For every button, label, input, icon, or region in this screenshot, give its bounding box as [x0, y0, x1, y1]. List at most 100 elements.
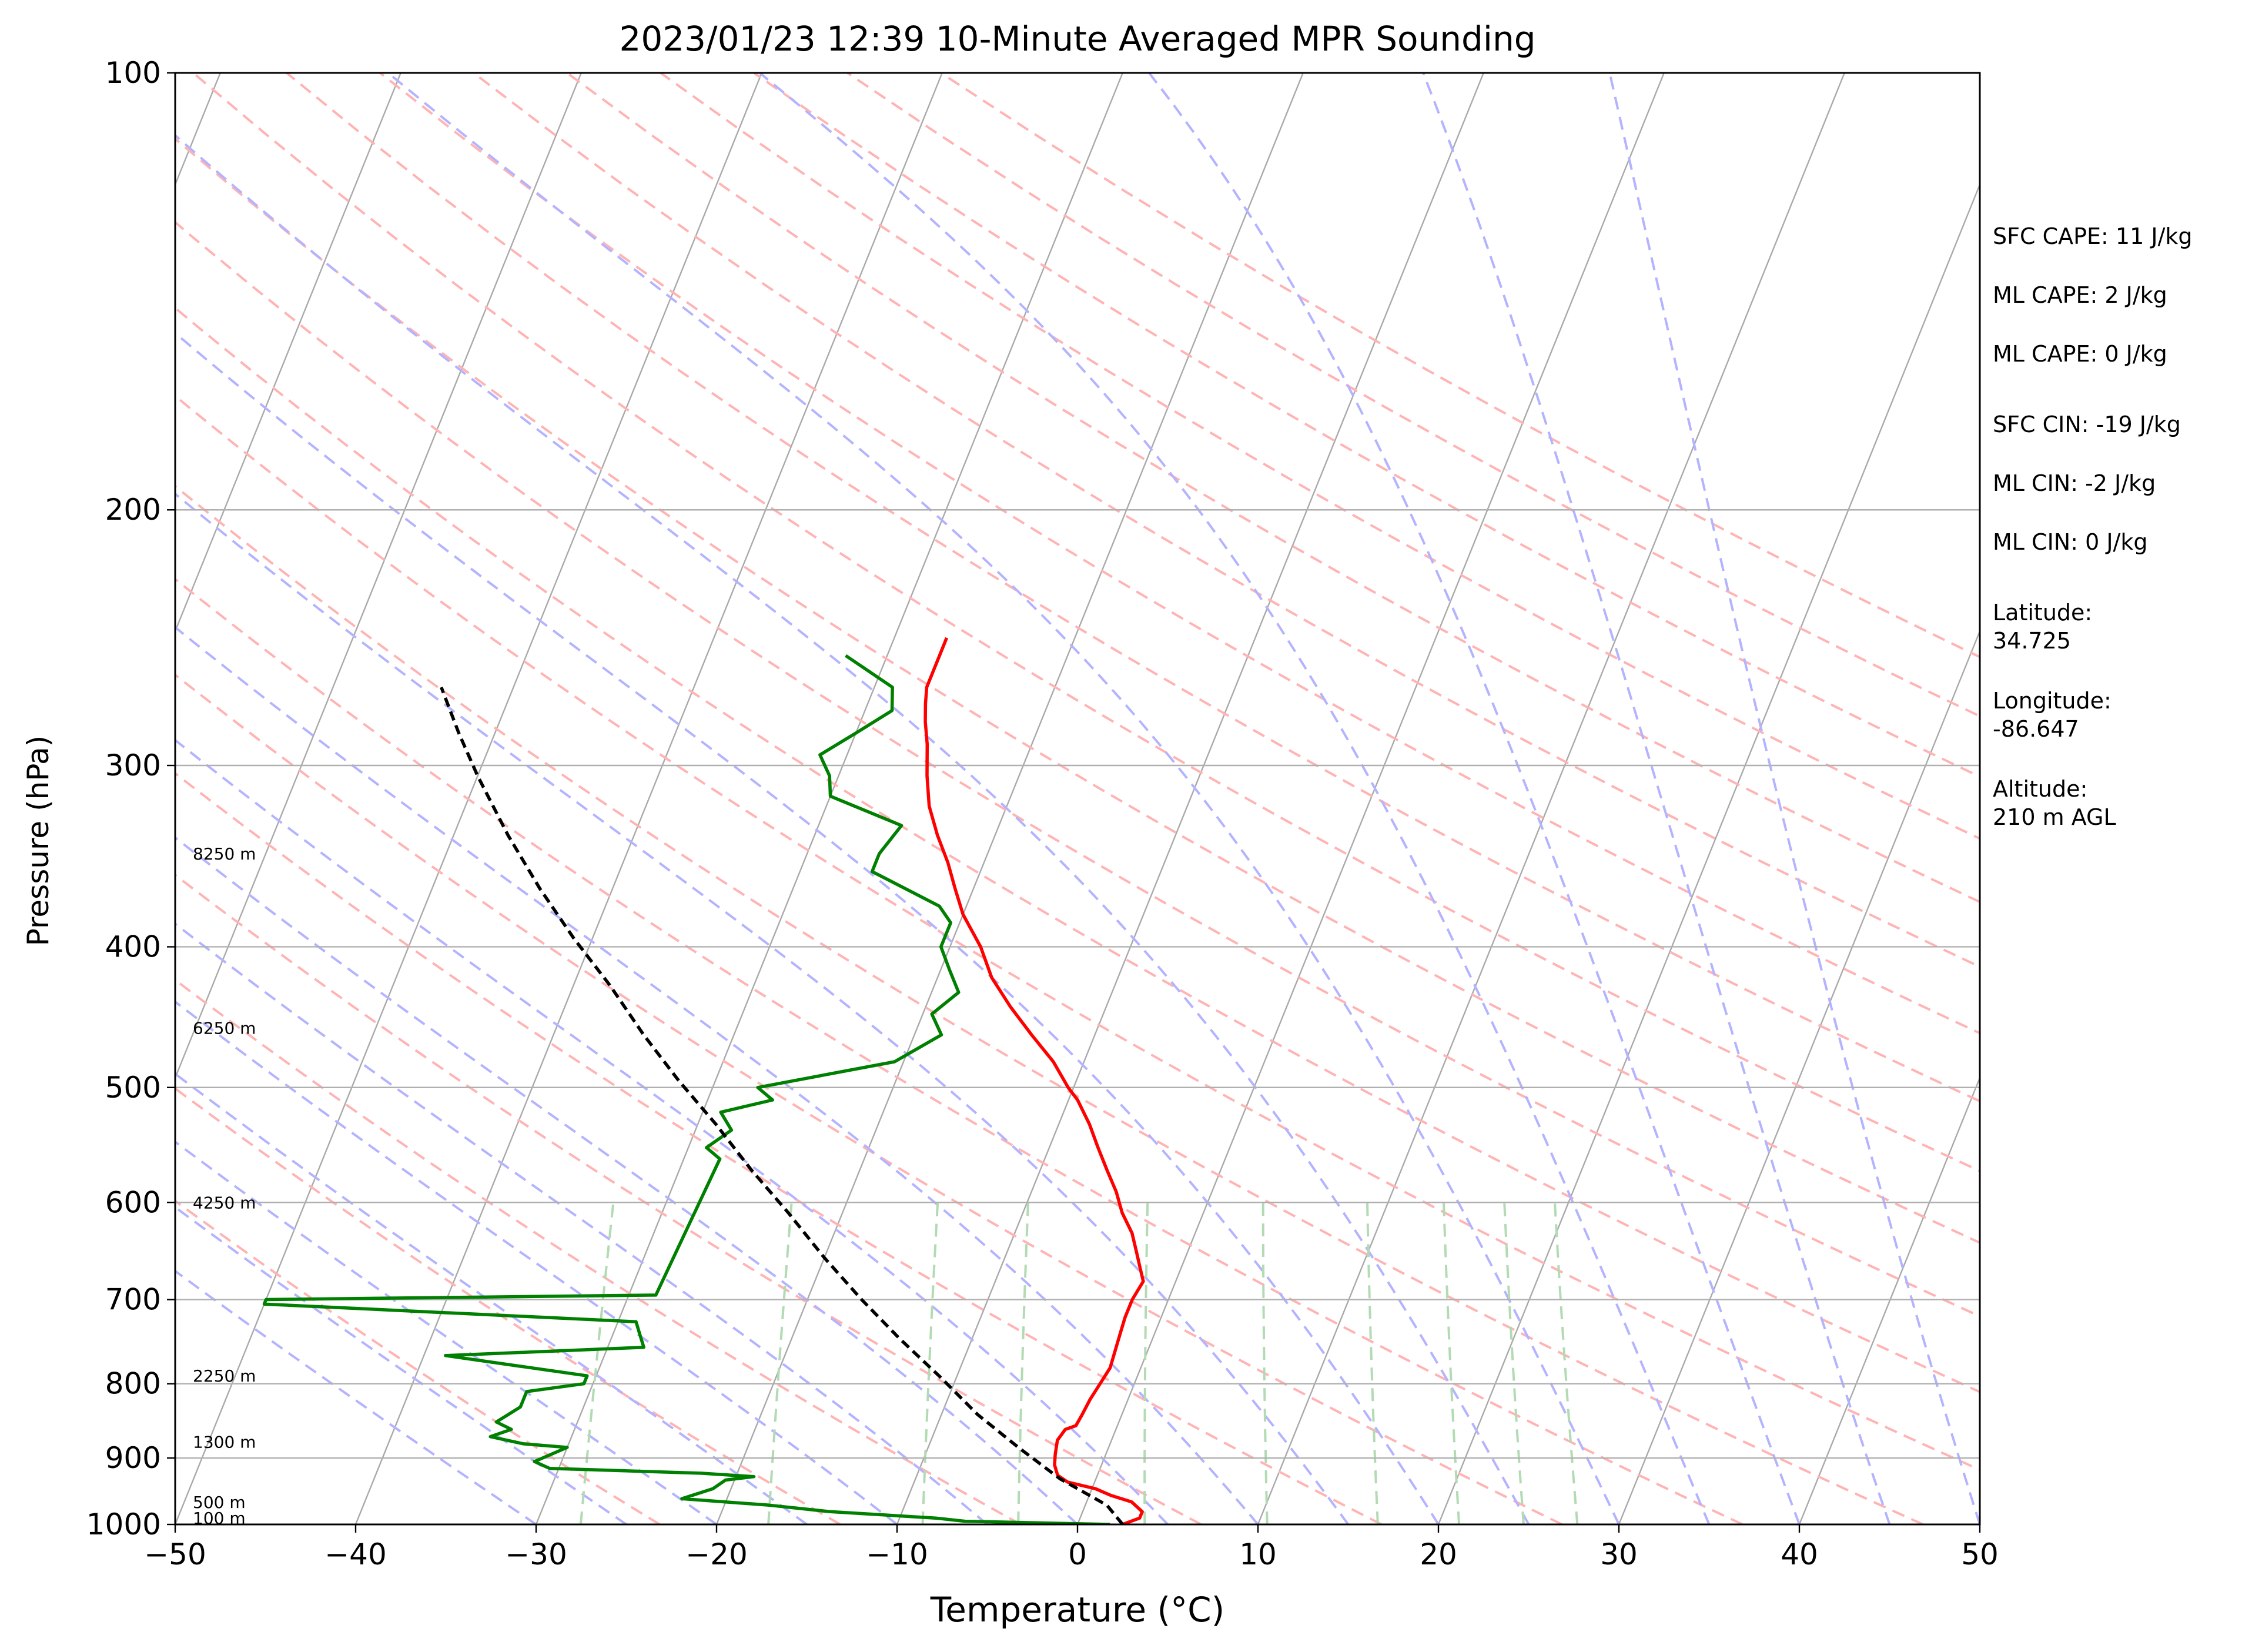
- y-tick-label: 200: [105, 493, 161, 527]
- y-tick-label: 900: [105, 1441, 161, 1475]
- annotation-text: SFC CIN: -19 J/kg: [1993, 412, 2181, 437]
- dry-adiabat-line: [473, 73, 1980, 968]
- height-label: 500 m: [193, 1493, 246, 1512]
- annotation-text: ML CIN: 0 J/kg: [1993, 529, 2148, 555]
- y-tick-label: 300: [105, 748, 161, 782]
- moist-adiabat-line: [1608, 73, 1980, 1524]
- isotherm-line: [535, 73, 1123, 1524]
- annotation-text: ML CAPE: 2 J/kg: [1993, 282, 2167, 308]
- y-tick-label: 800: [105, 1367, 161, 1401]
- x-tick-label: −40: [324, 1537, 387, 1571]
- isotherm-line: [354, 73, 943, 1524]
- x-tick-label: 30: [1600, 1537, 1638, 1571]
- y-tick-label: 500: [105, 1071, 161, 1105]
- annotation-text: ML CAPE: 0 J/kg: [1993, 341, 2167, 367]
- dry-adiabat-line: [175, 771, 1383, 1524]
- dry-adiabat-line: [175, 577, 1744, 1524]
- moist-adiabat-line: [175, 1072, 808, 1524]
- dry-adiabat-line: [175, 220, 1980, 1318]
- mixing-ratio-line: [1443, 1202, 1461, 1524]
- dry-adiabat-line: [192, 73, 1980, 1173]
- moist-adiabat-line: [175, 1000, 898, 1524]
- dry-adiabat-line: [175, 673, 1563, 1524]
- mixing-ratio-line: [1503, 1202, 1525, 1524]
- dry-adiabat-line: [379, 73, 1980, 1035]
- y-tick-label: 1000: [86, 1507, 161, 1541]
- x-ticks: −50 −40 −30 −20 −10 0 10 20 30 40 50: [144, 1524, 1999, 1571]
- moist-adiabat-line: [175, 331, 1440, 1524]
- dewpoint-line: [262, 654, 1110, 1524]
- isotherm-line: [1798, 1076, 1980, 1524]
- x-axis-label: Temperature (°C): [930, 1590, 1225, 1630]
- moist-adiabat-line: [175, 626, 1259, 1524]
- x-tick-label: −20: [685, 1537, 748, 1571]
- height-label: 4250 m: [193, 1193, 256, 1212]
- moist-adiabat-line: [1148, 73, 1801, 1524]
- y-tick-label: 600: [105, 1185, 161, 1219]
- mixing-ratio-line: [579, 1202, 615, 1524]
- mixing-ratio-line: [767, 1202, 793, 1524]
- moist-adiabat-line: [1422, 73, 1891, 1524]
- dry-adiabat-line: [175, 394, 1980, 1472]
- x-tick-label: 50: [1961, 1537, 1999, 1571]
- background-lines: [175, 73, 1980, 1524]
- annotation-text: Latitude: 34.725: [1993, 600, 2093, 654]
- height-label: 6250 m: [193, 1019, 256, 1038]
- x-tick-label: 10: [1239, 1537, 1277, 1571]
- moist-adiabat-line: [387, 73, 1620, 1524]
- mixing-ratio-line: [1366, 1202, 1379, 1524]
- moist-adiabat-line: [175, 1269, 537, 1524]
- height-label: 8250 m: [193, 844, 256, 864]
- dry-adiabat-line: [175, 484, 1924, 1524]
- isotherm-line: [1618, 629, 1980, 1524]
- x-tick-label: −50: [144, 1537, 206, 1571]
- height-label: 2250 m: [193, 1366, 256, 1386]
- y-tick-label: 400: [105, 929, 161, 964]
- dry-adiabat-line: [566, 73, 1980, 904]
- chart-title: 2023/01/23 12:39 10-Minute Averaged MPR …: [619, 19, 1535, 59]
- isotherm-line: [175, 73, 582, 1080]
- mixing-ratio-line: [1143, 1202, 1149, 1524]
- dry-adiabat-line: [175, 978, 1022, 1524]
- moist-adiabat-line: [175, 492, 1350, 1524]
- x-tick-label: 20: [1420, 1537, 1457, 1571]
- mixing-ratio-line: [1261, 1202, 1269, 1524]
- isotherm-line: [1437, 182, 1980, 1524]
- moist-adiabat-line: [759, 73, 1711, 1524]
- height-label: 1300 m: [193, 1432, 256, 1452]
- x-tick-label: −30: [505, 1537, 567, 1571]
- mixing-ratio-line: [1017, 1202, 1029, 1524]
- annotation-text: ML CIN: -2 J/kg: [1993, 470, 2156, 496]
- mixing-ratio-line: [1554, 1202, 1579, 1524]
- temperature-line: [923, 637, 1145, 1524]
- isotherm-line: [896, 73, 1484, 1524]
- isotherm-line: [175, 73, 401, 633]
- y-tick-label: 700: [105, 1283, 161, 1317]
- dry-adiabat-line: [175, 137, 1980, 1244]
- moist-adiabat-line: [175, 133, 1530, 1524]
- y-axis-label: Pressure (hPa): [21, 735, 55, 947]
- x-tick-label: 0: [1068, 1537, 1087, 1571]
- series-group: [262, 637, 1145, 1524]
- annotation-text: SFC CAPE: 11 J/kg: [1993, 223, 2193, 249]
- annotation-text: Altitude: 210 m AGL: [1993, 776, 2116, 830]
- isotherm-line: [1257, 73, 1845, 1524]
- isobar-grid: [175, 72, 1980, 1526]
- x-tick-label: 40: [1781, 1537, 1818, 1571]
- dry-adiabat-line: [175, 306, 1980, 1393]
- dry-adiabat-line: [753, 73, 1980, 778]
- moist-adiabat-line: [175, 738, 1169, 1524]
- annotation-text: Longitude: -86.647: [1993, 688, 2112, 742]
- isotherm-line: [715, 73, 1304, 1524]
- dry-adiabat-line: [846, 73, 1980, 718]
- isotherm-line: [1076, 73, 1665, 1524]
- dry-adiabat-line: [175, 873, 1202, 1524]
- x-tick-label: −10: [866, 1537, 928, 1571]
- y-tick-label: 100: [105, 56, 161, 90]
- plot-frame: [174, 72, 1981, 1526]
- parcel-profile-line: [440, 687, 1124, 1524]
- mixing-ratio-line: [921, 1202, 939, 1524]
- dry-adiabat-line: [286, 73, 1980, 1103]
- y-ticks: 100 200 300 400 500 600 700 800 900 1000: [86, 56, 175, 1541]
